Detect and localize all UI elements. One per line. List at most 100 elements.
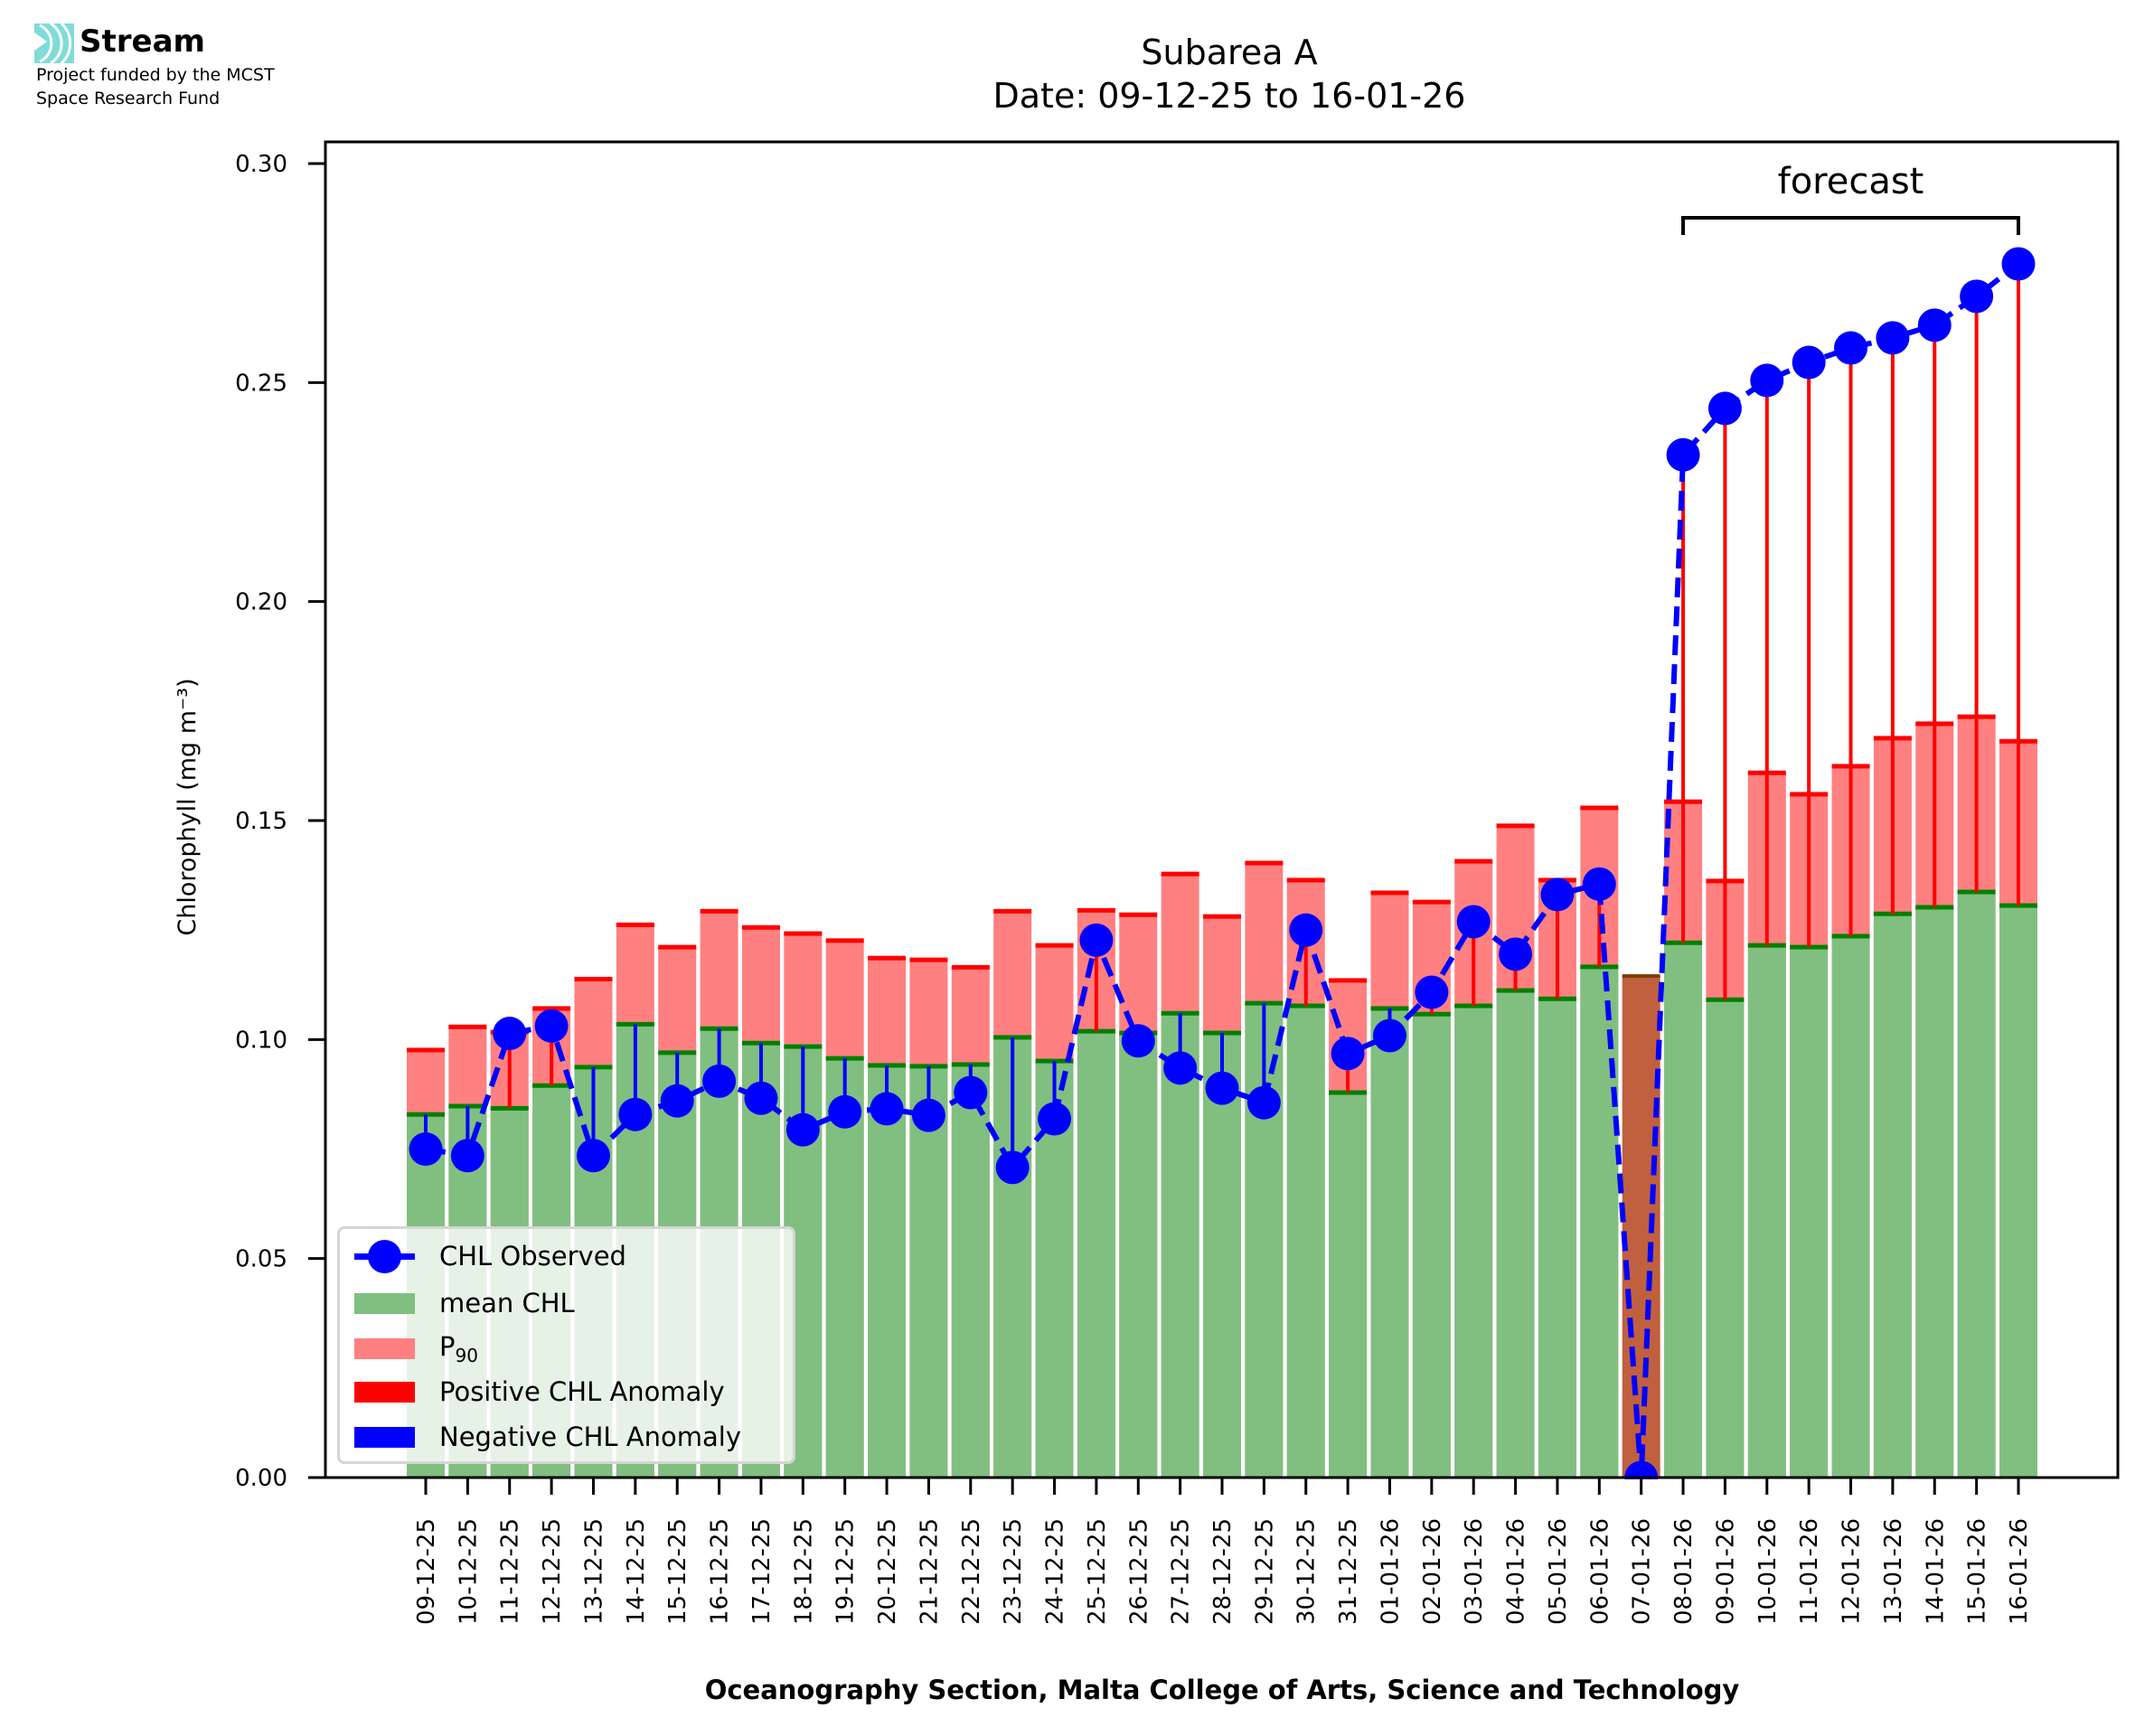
legend-label: Negative CHL Anomaly <box>439 1422 741 1452</box>
missing-data-bar-edge <box>1622 974 1660 979</box>
observed-marker <box>1205 1071 1239 1105</box>
p90-bar-edge <box>1077 907 1115 913</box>
blue-patch-icon <box>354 1426 415 1448</box>
observed-marker <box>995 1150 1030 1185</box>
observed-marker <box>1960 279 1994 314</box>
x-tick-label: 01-01-26 <box>1377 1518 1404 1625</box>
p90-bar-edge <box>616 922 654 927</box>
forecast-annotation: forecast <box>1778 161 1924 202</box>
x-tick-label: 16-01-26 <box>2006 1518 2033 1625</box>
legend: CHL Observed mean CHL P90 Positive CHL A… <box>337 1226 795 1464</box>
y-tick-label: 0.05 <box>235 1246 287 1273</box>
observed-marker <box>1372 1018 1406 1053</box>
mean-bar <box>1790 947 1829 1478</box>
stream-logo <box>34 20 80 69</box>
p90-bar-edge <box>741 924 780 930</box>
observed-marker <box>1499 937 1533 971</box>
observed-marker <box>1582 867 1616 901</box>
logo-name: Stream <box>80 23 205 60</box>
mean-bar <box>1747 945 1786 1478</box>
legend-label: Positive CHL Anomaly <box>439 1376 725 1407</box>
anomaly-stems-layer <box>424 263 2020 1168</box>
axes-layer: 0.00 0.05 0.10 0.15 0.20 0.25 0.30 09-12-25 10-1… <box>235 140 2122 1625</box>
observed-marker <box>1917 308 1952 343</box>
observed-marker <box>1750 363 1784 398</box>
observed-marker <box>1121 1024 1155 1058</box>
observed-marker <box>409 1132 443 1166</box>
observed-marker <box>576 1139 610 1173</box>
missing-data-bar <box>1622 976 1660 1478</box>
legend-item-p90: P90 <box>354 1330 478 1366</box>
x-tick-label: 04-01-26 <box>1503 1518 1530 1625</box>
x-tick-label: 11-12-25 <box>497 1518 524 1625</box>
x-tick-label: 10-01-26 <box>1754 1518 1782 1625</box>
observed-marker <box>1666 437 1700 472</box>
p90-bar-edge <box>1245 860 1284 866</box>
p90-bar-edge <box>1203 914 1241 919</box>
x-tick-label: 13-12-25 <box>580 1518 607 1625</box>
mean-bar <box>951 1064 990 1478</box>
signal-waves-icon <box>34 20 80 65</box>
observed-marker <box>1079 923 1114 957</box>
observed-marker <box>1834 331 1868 365</box>
observed-marker <box>1331 1037 1365 1071</box>
x-tick-label: 12-01-26 <box>1839 1518 1866 1625</box>
x-tick-label: 08-01-26 <box>1670 1518 1698 1625</box>
y-tick-label: 0.15 <box>235 808 287 835</box>
legend-label-main: P <box>439 1330 456 1362</box>
chart-title: Subarea A <box>1141 33 1318 72</box>
mean-bar <box>1286 1006 1325 1478</box>
legend-label: mean CHL <box>439 1288 575 1318</box>
observed-marker <box>1707 391 1742 426</box>
x-tick-label: 09-12-25 <box>413 1518 440 1625</box>
p90-bar-edge <box>868 955 907 961</box>
mean-bar <box>1873 914 1912 1478</box>
legend-label-subscript: 90 <box>455 1344 478 1366</box>
p90-bar-edge <box>1580 805 1619 811</box>
x-tick-label: 14-12-25 <box>623 1518 650 1625</box>
x-tick-label: 09-01-26 <box>1712 1518 1739 1625</box>
observed-marker <box>870 1092 904 1126</box>
observed-marker <box>1246 1085 1281 1120</box>
mean-bar <box>868 1065 907 1478</box>
mean-bar <box>1161 1013 1199 1478</box>
mean-bar <box>1370 1008 1409 1478</box>
x-tick-label: 15-01-26 <box>1964 1518 1991 1625</box>
x-tick-label: 29-12-25 <box>1251 1518 1278 1625</box>
p90-bar-edge <box>532 1006 571 1011</box>
x-tick-label: 14-01-26 <box>1922 1518 1949 1625</box>
p90-bar-edge <box>1329 978 1368 983</box>
observed-marker <box>911 1098 945 1132</box>
x-tick-label: 17-12-25 <box>748 1518 776 1625</box>
x-tick-label: 27-12-25 <box>1168 1518 1195 1625</box>
mean-bar <box>1915 906 1954 1478</box>
x-tick-label: 20-12-25 <box>874 1518 901 1625</box>
x-tick-label: 10-12-25 <box>455 1518 482 1625</box>
x-tick-label: 30-12-25 <box>1293 1518 1321 1625</box>
mean-bar <box>1329 1092 1368 1478</box>
observed-marker <box>1415 975 1449 1009</box>
x-tick-label: 26-12-25 <box>1125 1518 1152 1625</box>
observed-marker <box>618 1097 653 1131</box>
funding-line-1: Project funded by the MCST <box>36 65 275 85</box>
x-tick-label: 02-01-26 <box>1419 1518 1446 1625</box>
observed-marker <box>493 1017 527 1051</box>
funding-line-2: Space Research Fund <box>36 89 221 108</box>
observed-marker <box>1289 913 1323 947</box>
legend-label: CHL Observed <box>439 1241 626 1272</box>
y-axis-label: Chlorophyll (mg m⁻³) <box>174 678 202 935</box>
x-tick-label: 21-12-25 <box>916 1518 943 1625</box>
bars-layer <box>407 714 2037 1478</box>
observed-marker <box>828 1094 862 1129</box>
observed-marker <box>2001 247 2036 281</box>
p90-bar-edge <box>993 908 1032 914</box>
x-tick-label: 13-01-26 <box>1880 1518 1907 1625</box>
legend-item-positive: Positive CHL Anomaly <box>354 1374 725 1410</box>
p90-bar-edge <box>448 1024 487 1029</box>
p90-bar-edge <box>574 976 613 981</box>
p90-bar-edge <box>1454 859 1493 864</box>
chart-subtitle: Date: 09-12-25 to 16-01-26 <box>992 76 1466 116</box>
x-tick-label: 19-12-25 <box>832 1518 860 1625</box>
observed-marker <box>1163 1051 1198 1085</box>
